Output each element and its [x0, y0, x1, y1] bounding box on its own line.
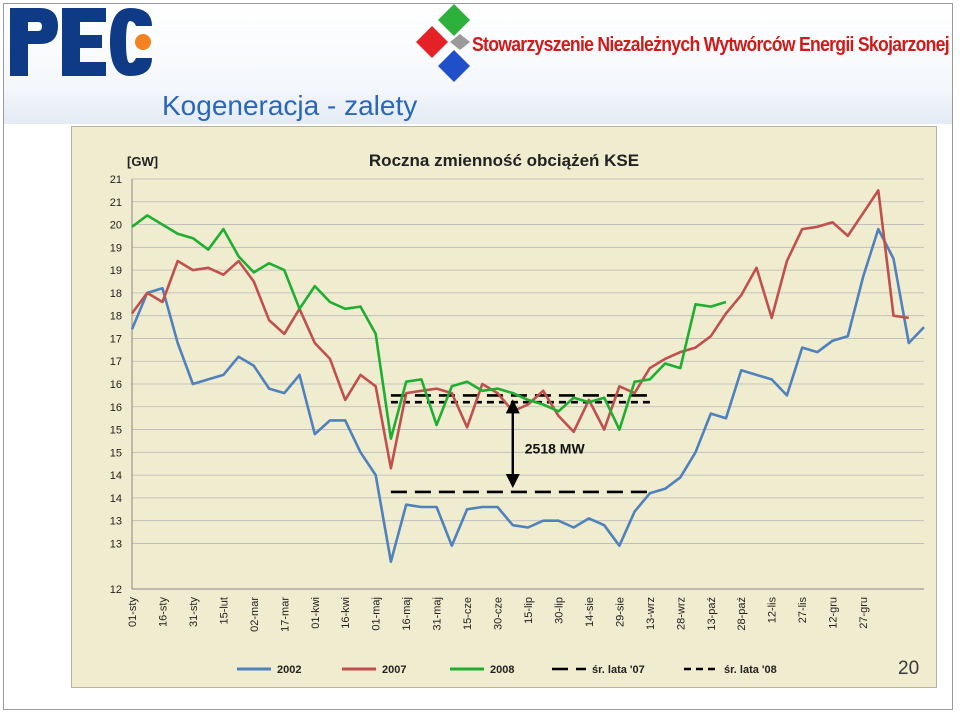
- x-tick-label: 12-gru: [828, 597, 840, 629]
- arrow-head-down: [505, 473, 520, 488]
- y-tick-label: 17: [110, 333, 122, 345]
- slide-title: Kogeneracja - zalety: [162, 90, 418, 121]
- x-tick-label: 30-lip: [553, 597, 565, 624]
- x-tick-label: 02-mar: [249, 597, 261, 632]
- x-tick-label: 13-wrz: [645, 597, 657, 630]
- annotation-label: 2518 MW: [525, 441, 586, 457]
- header-background: [4, 4, 952, 124]
- arrow-head-up: [505, 399, 520, 414]
- y-tick-label: 13: [110, 538, 122, 550]
- x-tick-label: 31-maj: [432, 597, 444, 631]
- x-tick-label: 27-gru: [858, 597, 870, 629]
- x-tick-label: 15-lut: [218, 597, 230, 625]
- y-tick-label: 13: [110, 516, 122, 528]
- y-tick-label: 21: [110, 174, 122, 186]
- y-tick-label: 20: [110, 220, 122, 232]
- x-tick-label: 01-maj: [371, 597, 383, 631]
- legend-label: śr. lata '08: [724, 664, 777, 676]
- series-line-2008: [131, 214, 727, 440]
- y-tick-label: 12: [110, 584, 122, 596]
- series-line-2007: [130, 189, 909, 470]
- load-chart: [GW] Roczna zmienność obciążeń KSE 2518 …: [110, 151, 925, 676]
- x-tick-label: 16-maj: [401, 597, 413, 631]
- y-tick-label: 16: [110, 402, 122, 414]
- y-tick-label: 18: [110, 288, 122, 300]
- x-tick-label: 13-paź: [706, 597, 718, 631]
- x-tick-label: 17-mar: [279, 597, 291, 632]
- y-tick-label: 18: [110, 311, 122, 323]
- x-tick-label: 01-kwi: [310, 597, 322, 629]
- x-tick-label: 31-sty: [188, 597, 200, 627]
- x-tick-label: 27-lis: [797, 597, 809, 624]
- y-tick-label: 14: [110, 493, 122, 505]
- chart-unit-label: [GW]: [127, 154, 158, 169]
- y-tick-label: 16: [110, 379, 122, 391]
- x-tick-label: 15-lip: [523, 597, 535, 624]
- y-tick-label: 19: [110, 265, 122, 277]
- x-tick-label: 12-lis: [767, 597, 779, 624]
- x-tick-label: 29-sie: [614, 597, 626, 627]
- x-tick-label: 28-paź: [736, 597, 748, 631]
- x-tick-label: 16-kwi: [340, 597, 352, 629]
- pec-logo: [10, 8, 152, 76]
- y-tick-label: 15: [110, 447, 122, 459]
- y-tick-label: 14: [110, 470, 122, 482]
- page-number: 20: [898, 658, 920, 679]
- y-tick-label: 17: [110, 356, 122, 368]
- x-tick-label: 15-cze: [462, 597, 474, 630]
- x-tick-label: 14-sie: [584, 597, 596, 627]
- legend-label: 2008: [490, 664, 514, 676]
- legend-label: śr. lata '07: [592, 664, 645, 676]
- slide-border: [3, 3, 953, 710]
- y-tick-label: 15: [110, 425, 122, 437]
- x-tick-label: 16-sty: [157, 597, 169, 627]
- organization-name: Stowarzyszenie Niezależnych Wytwórców En…: [472, 34, 950, 56]
- chart-title: Roczna zmienność obciążeń KSE: [369, 151, 639, 170]
- x-tick-label: 30-cze: [493, 597, 505, 630]
- legend-label: 2002: [277, 664, 301, 676]
- y-tick-label: 21: [110, 197, 122, 209]
- x-tick-label: 01-sty: [127, 597, 139, 627]
- x-tick-label: 28-wrz: [675, 597, 687, 630]
- legend-label: 2007: [382, 664, 406, 676]
- diamonds-logo: [416, 4, 470, 82]
- y-tick-label: 19: [110, 242, 122, 254]
- series-line-2002: [130, 227, 925, 563]
- chart-frame: [GW] Roczna zmienność obciążeń KSE 2518 …: [71, 126, 937, 688]
